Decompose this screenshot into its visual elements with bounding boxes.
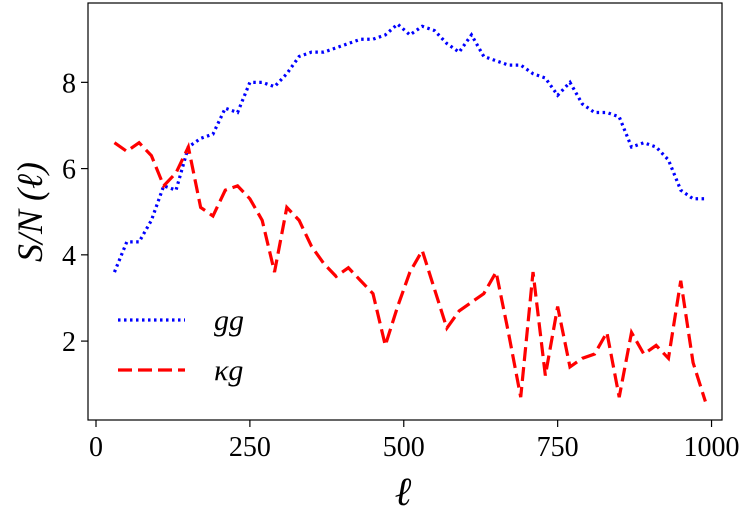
x-tick-label: 0 (89, 432, 103, 463)
y-tick-label: 8 (62, 68, 76, 99)
x-axis-label: ℓ (395, 469, 412, 514)
x-tick-label: 500 (383, 432, 425, 463)
legend-label: κg (214, 354, 243, 387)
y-axis-label: S/N (ℓ) (10, 162, 50, 262)
x-tick-label: 250 (229, 432, 271, 463)
legend-label: gg (214, 304, 244, 337)
x-tick-label: 750 (537, 432, 579, 463)
y-tick-label: 6 (62, 155, 76, 186)
plot-frame (87, 2, 723, 421)
y-tick-label: 4 (62, 241, 76, 272)
series-line (113, 140, 707, 402)
x-tick-label: 1000 (684, 432, 740, 463)
series-line (112, 22, 706, 273)
y-tick-label: 2 (62, 327, 76, 358)
